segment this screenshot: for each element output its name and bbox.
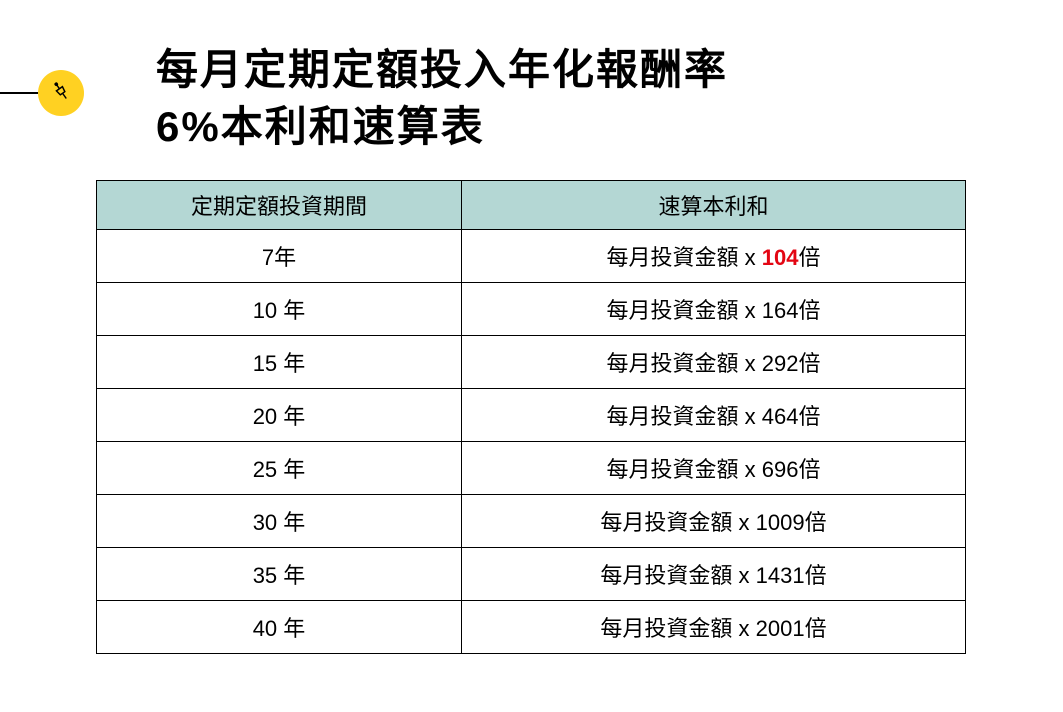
value-text: 每月投資金額 x 696倍 — [607, 452, 821, 484]
multiplier-number: 1009 — [756, 510, 805, 535]
cell-value: 每月投資金額 x 1009倍 — [461, 495, 965, 548]
table-header-row: 定期定額投資期間 速算本利和 — [97, 181, 966, 230]
cell-value: 每月投資金額 x 164倍 — [461, 283, 965, 336]
multiplier-number: 164 — [762, 298, 799, 323]
cell-value: 每月投資金額 x 696倍 — [461, 442, 965, 495]
cell-period: 40 年 — [97, 601, 462, 654]
multiplier-number: 2001 — [756, 616, 805, 641]
value-text: 每月投資金額 x 2001倍 — [600, 611, 826, 643]
table-row: 40 年 每月投資金額 x 2001倍 — [97, 601, 966, 654]
multiplier-number: 292 — [762, 351, 799, 376]
value-text: 每月投資金額 x 464倍 — [607, 399, 821, 431]
value-text: 每月投資金額 x 164倍 — [607, 293, 821, 325]
period-text: 40 年 — [253, 611, 306, 643]
period-text: 15 年 — [253, 346, 306, 378]
col-header-value: 速算本利和 — [461, 181, 965, 230]
value-text: 每月投資金額 x 104倍 — [607, 240, 821, 272]
table-body: 7年每月投資金額 x 104倍10 年每月投資金額 x 164倍15 年每月投資… — [97, 230, 966, 654]
period-text: 7年 — [262, 240, 296, 272]
table-row: 10 年 每月投資金額 x 164倍 — [97, 283, 966, 336]
cell-period: 10 年 — [97, 283, 462, 336]
calc-table: 定期定額投資期間 速算本利和 7年每月投資金額 x 104倍10 年每月投資金額… — [96, 180, 966, 654]
cell-value: 每月投資金額 x 104倍 — [461, 230, 965, 283]
slide-page: 每月定期定額投入年化報酬率 6%本利和速算表 定期定額投資期間 速算本利和 7年… — [0, 0, 1063, 712]
table-row: 15 年 每月投資金額 x 292倍 — [97, 336, 966, 389]
cell-period: 20 年 — [97, 389, 462, 442]
value-text: 每月投資金額 x 292倍 — [607, 346, 821, 378]
title-line-1: 每月定期定額投入年化報酬率 — [156, 46, 728, 93]
value-text: 每月投資金額 x 1009倍 — [600, 505, 826, 537]
period-text: 35 年 — [253, 558, 306, 590]
table-row: 20 年 每月投資金額 x 464倍 — [97, 389, 966, 442]
multiplier-number: 696 — [762, 457, 799, 482]
cell-period: 35 年 — [97, 548, 462, 601]
title-line-2: 6%本利和速算表 — [156, 103, 485, 150]
cell-period: 7年 — [97, 230, 462, 283]
cell-value: 每月投資金額 x 464倍 — [461, 389, 965, 442]
period-text: 20 年 — [253, 399, 306, 431]
period-text: 30 年 — [253, 505, 306, 537]
table-row: 35 年 每月投資金額 x 1431倍 — [97, 548, 966, 601]
period-text: 10 年 — [253, 293, 306, 325]
cell-value: 每月投資金額 x 292倍 — [461, 336, 965, 389]
multiplier-number: 1431 — [756, 563, 805, 588]
table-row: 25 年 每月投資金額 x 696倍 — [97, 442, 966, 495]
pin-badge — [38, 70, 84, 116]
period-text: 25 年 — [253, 452, 306, 484]
pin-icon — [50, 80, 72, 107]
col-header-period: 定期定額投資期間 — [97, 181, 462, 230]
cell-period: 30 年 — [97, 495, 462, 548]
cell-value: 每月投資金額 x 2001倍 — [461, 601, 965, 654]
table-row: 30 年 每月投資金額 x 1009倍 — [97, 495, 966, 548]
page-title: 每月定期定額投入年化報酬率 6%本利和速算表 — [156, 42, 728, 155]
cell-period: 15 年 — [97, 336, 462, 389]
cell-value: 每月投資金額 x 1431倍 — [461, 548, 965, 601]
multiplier-number: 464 — [762, 404, 799, 429]
table-row: 7年 每月投資金額 x 104倍 — [97, 230, 966, 283]
cell-period: 25 年 — [97, 442, 462, 495]
value-text: 每月投資金額 x 1431倍 — [600, 558, 826, 590]
multiplier-number: 104 — [762, 245, 799, 270]
calc-table-wrap: 定期定額投資期間 速算本利和 7年每月投資金額 x 104倍10 年每月投資金額… — [96, 180, 966, 654]
